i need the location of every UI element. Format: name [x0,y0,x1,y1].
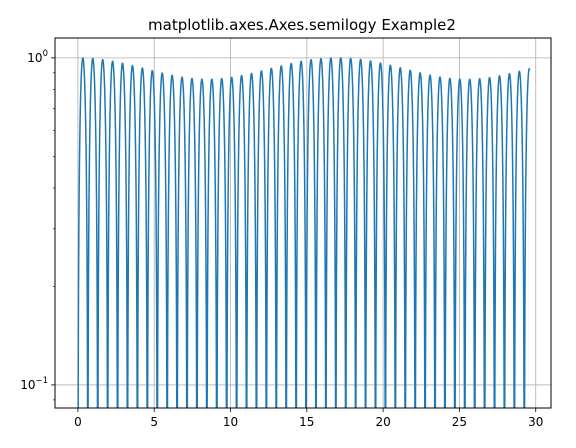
series-line [77,57,531,408]
x-tick-label: 0 [74,415,82,429]
x-tick-label: 10 [223,415,238,429]
chart-title: matplotlib.axes.Axes.semilogy Example2 [148,16,456,34]
x-tick-label: 25 [452,415,467,429]
series-layer [77,57,531,408]
x-tick-label: 20 [375,415,390,429]
y-tick-label: 10−1 [20,376,48,392]
x-tick-label: 5 [150,415,158,429]
y-tick-label-exponent: −1 [35,376,48,386]
x-tick-label: 15 [299,415,314,429]
x-tick-label: 30 [528,415,543,429]
y-tick-label-base: 10 [27,51,42,65]
y-tick-label-exponent: 0 [43,49,48,59]
x-axis-ticks: 0 5 10 15 20 25 30 [74,408,543,429]
y-tick-label-base: 10 [20,378,35,392]
plot-frame [54,37,552,409]
y-tick-label: 100 [27,49,48,65]
